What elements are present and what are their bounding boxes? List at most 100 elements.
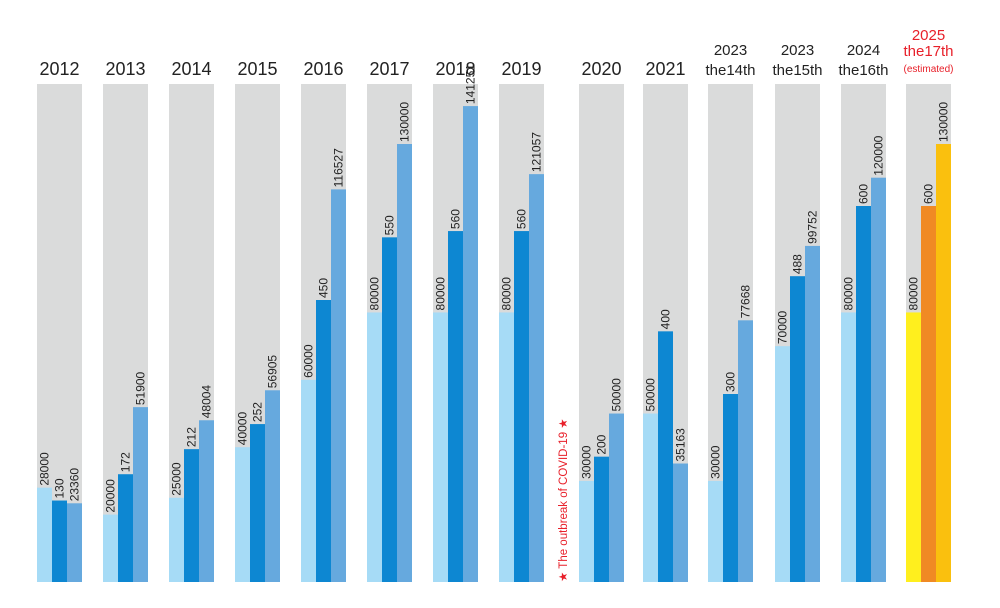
value-label: 80000 <box>500 277 514 311</box>
value-label: 130 <box>53 478 67 498</box>
value-label: 200 <box>595 434 609 454</box>
edition-label: the14th <box>705 62 755 79</box>
year-label: 2023 <box>781 42 814 59</box>
bar-1 <box>643 413 658 582</box>
bar-2 <box>658 331 673 582</box>
value-label: 560 <box>449 209 463 229</box>
year-group: 60000 450 116527 2016 <box>301 59 346 582</box>
bar-2 <box>382 237 397 583</box>
value-label: 23360 <box>68 468 82 502</box>
bar-1 <box>235 447 250 582</box>
bar-3 <box>397 144 412 582</box>
bar-1 <box>775 346 790 582</box>
edition-label: the17th <box>903 43 953 60</box>
year-label: 2023 <box>714 42 747 59</box>
bar-1 <box>906 312 921 582</box>
bar-2 <box>184 449 199 582</box>
value-label: 20000 <box>104 479 118 513</box>
value-label: 50000 <box>610 378 624 412</box>
year-group: 50000 400 35163 2021 <box>643 59 688 582</box>
value-label: 400 <box>659 309 673 329</box>
value-label: 60000 <box>302 344 316 378</box>
bar-2 <box>448 231 463 583</box>
value-label: 141251 <box>464 64 478 104</box>
bar-3 <box>529 174 544 582</box>
year-label: 2015 <box>237 59 277 79</box>
year-label: 2025 <box>912 27 945 44</box>
bar-2 <box>52 500 67 582</box>
bar-1 <box>301 379 316 582</box>
bar-3 <box>133 407 148 582</box>
bar-2 <box>594 456 609 582</box>
bar-3 <box>463 106 478 583</box>
value-label: 600 <box>857 184 871 204</box>
edition-label: the16th <box>838 62 888 79</box>
value-label: 30000 <box>709 445 723 479</box>
value-label: 560 <box>515 209 529 229</box>
value-label: 212 <box>185 427 199 447</box>
value-label: 25000 <box>170 462 184 496</box>
bar-1 <box>37 487 52 582</box>
edition-label: the15th <box>772 62 822 79</box>
bar-2 <box>790 276 805 582</box>
bar-3 <box>199 420 214 582</box>
value-label: 48004 <box>200 385 214 419</box>
bar-2 <box>118 474 133 582</box>
year-label: 2021 <box>645 59 685 79</box>
value-label: 130000 <box>937 102 951 142</box>
bar-3 <box>609 413 624 582</box>
value-label: 121057 <box>530 132 544 172</box>
value-label: 30000 <box>580 445 594 479</box>
value-label: 300 <box>724 372 738 392</box>
value-label: 120000 <box>872 135 886 175</box>
bar-2 <box>514 231 529 583</box>
bar-2 <box>856 206 871 582</box>
bar-3 <box>738 320 753 582</box>
year-label: 2012 <box>39 59 79 79</box>
year-label: 2014 <box>171 59 211 79</box>
value-label: 172 <box>119 452 133 472</box>
value-label: 56905 <box>266 355 280 389</box>
value-label: 28000 <box>38 452 52 486</box>
value-label: 80000 <box>434 277 448 311</box>
bar-1 <box>708 480 723 582</box>
bar-1 <box>433 312 448 582</box>
bar-3 <box>936 144 951 582</box>
value-label: 116527 <box>332 148 346 187</box>
bar-3 <box>67 503 82 582</box>
bar-2 <box>921 206 936 582</box>
year-label: 2018 <box>435 59 475 79</box>
value-label: 450 <box>317 278 331 298</box>
bar-3 <box>331 189 346 582</box>
value-label: 51900 <box>134 371 148 405</box>
bar-1 <box>579 480 594 582</box>
bar-2 <box>316 300 331 582</box>
value-label: 80000 <box>907 277 921 311</box>
value-label: 252 <box>251 402 265 422</box>
bar-3 <box>805 245 820 583</box>
bar-3 <box>265 390 280 582</box>
bar-3 <box>871 177 886 582</box>
year-label: 2019 <box>501 59 541 79</box>
year-group: 30000 300 77668 2023 the14th <box>705 42 756 582</box>
value-label: 80000 <box>842 277 856 311</box>
bar-1 <box>841 312 856 582</box>
year-group: 80000 550 130000 2017 <box>367 59 412 583</box>
bar-2 <box>723 394 738 582</box>
value-label: 550 <box>383 215 397 235</box>
bar-1 <box>169 497 184 582</box>
bar-1 <box>499 312 514 582</box>
year-label: 2017 <box>369 59 409 79</box>
value-label: 600 <box>922 184 936 204</box>
value-label: 130000 <box>398 102 412 142</box>
value-label: 99752 <box>806 210 820 244</box>
year-label: 2013 <box>105 59 145 79</box>
value-label: 77668 <box>739 285 753 319</box>
